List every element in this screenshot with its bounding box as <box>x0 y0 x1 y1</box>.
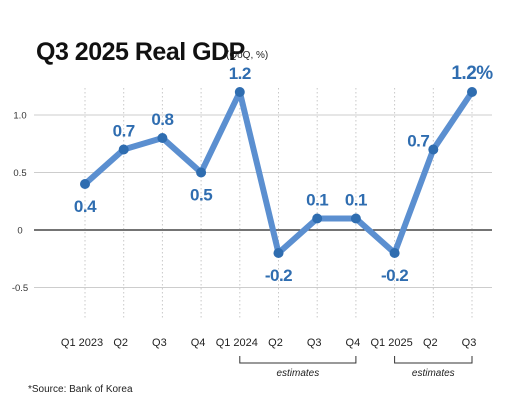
data-point <box>80 179 90 189</box>
x-tick-label: Q4 <box>191 337 206 349</box>
grid <box>34 88 492 318</box>
estimate-label: estimates <box>276 368 319 379</box>
estimate-annotations: estimates estimates <box>239 356 473 379</box>
data-labels: 0.4 0.7 0.8 0.5 1.2 -0.2 0.1 0.1 -0.2 0.7 1.2% <box>74 63 494 285</box>
data-label: -0.2 <box>381 266 408 285</box>
x-tick-label: Q3 <box>152 337 167 349</box>
x-tick-label: Q3 <box>462 337 477 349</box>
data-point <box>273 248 284 258</box>
source-note: *Source: Bank of Korea <box>28 384 133 395</box>
chart-title: Q3 2025 Real GDP <box>36 38 245 66</box>
y-tick-label: 0 <box>17 226 22 237</box>
data-label: 1.2 <box>229 64 251 83</box>
data-label: 0.7 <box>407 132 429 151</box>
y-tick-label: 1.0 <box>13 111 26 122</box>
data-label: 1.2% <box>451 63 493 84</box>
y-tick-label: 0.5 <box>13 168 26 179</box>
data-point <box>196 167 207 178</box>
y-axis-ticks: 1.0 0.5 0 -0.5 <box>12 111 28 295</box>
data-label: 0.4 <box>74 197 97 216</box>
data-point <box>428 144 439 155</box>
estimate-bracket <box>239 356 357 364</box>
data-label: 0.1 <box>306 191 328 210</box>
x-tick-label: Q3 <box>307 337 322 349</box>
x-tick-label: Q2 <box>268 337 283 349</box>
data-point <box>118 144 129 155</box>
x-tick-label: Q4 <box>346 337 361 349</box>
data-point <box>312 213 323 224</box>
x-tick-label: Q1 2024 <box>216 337 258 349</box>
data-label: 0.1 <box>345 191 367 210</box>
x-tick-label: Q2 <box>113 337 128 349</box>
data-point <box>157 133 168 143</box>
x-tick-label: Q1 2025 <box>370 337 412 349</box>
data-point <box>350 213 361 224</box>
data-label: 0.5 <box>190 186 212 205</box>
data-point <box>389 248 400 258</box>
data-label: 0.7 <box>113 122 135 141</box>
estimate-label: estimates <box>412 368 455 379</box>
data-label: -0.2 <box>265 266 292 285</box>
estimate-bracket <box>394 356 473 364</box>
y-tick-label: -0.5 <box>12 283 28 294</box>
gdp-series <box>80 87 477 258</box>
x-tick-label: Q1 2023 <box>61 337 103 349</box>
data-point <box>467 87 477 97</box>
data-label: 0.8 <box>151 110 173 129</box>
x-tick-label: Q2 <box>423 337 438 349</box>
chart-subtitle: (QoQ, %) <box>226 50 268 61</box>
x-axis-ticks: Q1 2023 Q2 Q3 Q4 Q1 2024 Q2 Q3 Q4 Q1 2025 Q2 Q3 <box>61 337 476 349</box>
data-point <box>234 87 245 97</box>
